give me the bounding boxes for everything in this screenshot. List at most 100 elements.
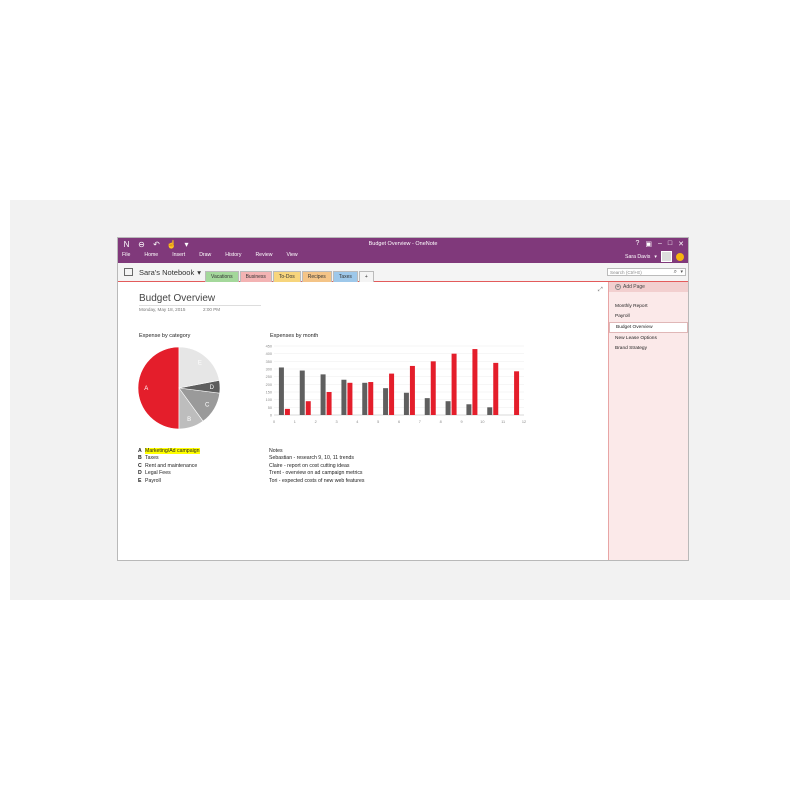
pie-chart: A B C D E <box>137 346 221 430</box>
page-item-monthly-report[interactable]: Monthly Report <box>615 304 648 309</box>
bar-series1-month-10 <box>466 404 472 415</box>
page-canvas[interactable]: Budget Overview Monday, May 18, 2015 2:0… <box>118 282 608 560</box>
legend-label: Taxes <box>145 455 159 462</box>
add-section-button[interactable]: + <box>358 271 374 282</box>
page-list: Monthly Report Payroll Budget Overview N… <box>609 302 688 354</box>
x-tick-label: 1 <box>294 420 296 424</box>
legend-label: Rent and maintenance <box>145 462 198 469</box>
legend-item: A Marketing/Ad campaign <box>138 448 200 455</box>
legend-key: A <box>138 448 142 454</box>
window-controls: ? ▣ – □ ✕ <box>635 240 684 248</box>
page-item-new-lease-options[interactable]: New Lease Options <box>615 336 657 341</box>
customize-icon[interactable]: ▾ <box>184 239 189 249</box>
legend-label: Marketing/Ad campaign <box>145 448 200 454</box>
legend-label: Legal Fees <box>145 470 171 477</box>
legend-item: C Rent and maintenance <box>138 463 200 470</box>
pie-slice-e <box>178 346 220 389</box>
note-line: Sebastian - research 9, 10, 11 trends <box>269 455 354 462</box>
section-tab-to-dos[interactable]: To-Dos <box>272 271 301 282</box>
bar-series1-month-1 <box>278 367 284 415</box>
tab-home[interactable]: Home <box>144 252 159 258</box>
tab-file[interactable]: File <box>122 252 131 258</box>
tab-review[interactable]: Review <box>255 252 273 258</box>
section-tab-vacations[interactable]: Vacations <box>205 271 239 282</box>
pie-label-d: D <box>210 385 215 391</box>
user-dropdown-icon[interactable]: ▾ <box>654 253 657 260</box>
bar-series1-month-11 <box>487 407 493 415</box>
search-input[interactable]: Search (Ctrl+E) ⌕ ▾ <box>607 268 686 276</box>
x-tick-label: 0 <box>273 420 275 424</box>
section-tab-taxes[interactable]: Taxes <box>332 271 358 282</box>
tab-draw[interactable]: Draw <box>199 252 212 258</box>
feedback-smiley-icon[interactable] <box>676 252 684 261</box>
tab-history[interactable]: History <box>225 252 242 258</box>
page-item-brand-strategy[interactable]: Brand Strategy <box>615 346 647 351</box>
bar-series1-month-8 <box>424 398 430 415</box>
back-icon[interactable]: ⊖ <box>138 239 145 249</box>
add-page-label: Add Page <box>623 284 645 290</box>
avatar[interactable] <box>661 251 672 262</box>
user-account[interactable]: Sara Davis ▾ <box>625 251 684 262</box>
legend-item: E Payroll <box>138 478 200 485</box>
search-scope-chevron-icon[interactable]: ▾ <box>680 269 683 275</box>
tab-view[interactable]: View <box>286 252 298 258</box>
quick-access-toolbar: N ⊖ ↶ ☝ ▾ <box>122 240 191 249</box>
expand-icon[interactable]: ⤢ <box>598 287 603 293</box>
notebook-name[interactable]: Sara's Notebook <box>139 268 195 277</box>
pie-chart-title: Expense by category <box>139 333 191 339</box>
minimize-icon[interactable]: – <box>657 240 662 247</box>
pages-panel: + Add Page Monthly Report Payroll Budget… <box>608 282 688 560</box>
onenote-window: N ⊖ ↶ ☝ ▾ Budget Overview - OneNote ? ▣ … <box>117 237 689 561</box>
add-icon: + <box>615 284 621 290</box>
bar-series2-month-6 <box>389 373 395 415</box>
notebook-selector[interactable]: Sara's Notebook ▾ <box>139 268 201 277</box>
bar-series1-month-7 <box>403 392 409 415</box>
bar-series2-month-1 <box>284 408 290 415</box>
y-tick-label: 350 <box>266 360 272 364</box>
bar-series2-month-2 <box>305 401 311 415</box>
ribbon-display-icon[interactable]: ▣ <box>645 241 652 248</box>
bar-series1-month-2 <box>299 370 305 415</box>
y-tick-label: 200 <box>266 383 272 387</box>
title-underline <box>139 305 261 306</box>
expense-legend: A Marketing/Ad campaign B Taxes C Rent and … <box>138 448 200 485</box>
y-tick-label: 250 <box>266 375 272 379</box>
maximize-icon[interactable]: □ <box>667 240 673 247</box>
bar-series2-month-8 <box>430 361 436 415</box>
section-tab-business[interactable]: Business <box>239 271 272 282</box>
x-tick-label: 8 <box>440 420 442 424</box>
page-item-payroll[interactable]: Payroll <box>615 314 630 319</box>
y-tick-label: 450 <box>266 345 272 349</box>
help-icon[interactable]: ? <box>635 240 640 247</box>
x-tick-label: 7 <box>419 420 421 424</box>
bar-series2-month-11 <box>493 362 499 415</box>
x-tick-label: 9 <box>460 420 462 424</box>
chevron-down-icon[interactable]: ▾ <box>197 268 201 277</box>
page-item-budget-overview[interactable]: Budget Overview <box>609 322 688 333</box>
add-page-button[interactable]: + Add Page <box>609 282 688 292</box>
undo-icon[interactable]: ↶ <box>153 239 160 249</box>
y-tick-label: 0 <box>270 414 272 418</box>
search-icon[interactable]: ⌕ <box>673 269 677 275</box>
x-tick-label: 2 <box>315 420 317 424</box>
notes-block[interactable]: Notes Sebastian - research 9, 10, 11 tre… <box>269 448 364 485</box>
y-tick-label: 100 <box>266 398 272 402</box>
pie-label-c: C <box>205 403 210 409</box>
pie-label-a: A <box>144 386 148 392</box>
section-tab-recipes[interactable]: Recipes <box>301 271 332 282</box>
notes-title: Notes <box>269 448 283 454</box>
touch-icon[interactable]: ☝ <box>166 239 177 249</box>
notebook-bar: Sara's Notebook ▾ Vacations Business To-… <box>118 263 688 282</box>
tab-insert[interactable]: Insert <box>172 252 186 258</box>
section-tabs: Vacations Business To-Dos Recipes Taxes … <box>205 271 374 282</box>
x-tick-label: 5 <box>377 420 379 424</box>
page-title[interactable]: Budget Overview <box>139 293 216 304</box>
legend-key: B <box>138 455 142 462</box>
y-tick-label: 50 <box>268 406 272 410</box>
bar-series1-month-6 <box>383 388 389 415</box>
user-name[interactable]: Sara Davis <box>625 253 651 260</box>
note-line: Claire - report on cost cutting ideas <box>269 462 350 469</box>
x-tick-label: 6 <box>398 420 400 424</box>
pie-label-b: B <box>187 417 191 423</box>
close-icon[interactable]: ✕ <box>678 241 684 248</box>
